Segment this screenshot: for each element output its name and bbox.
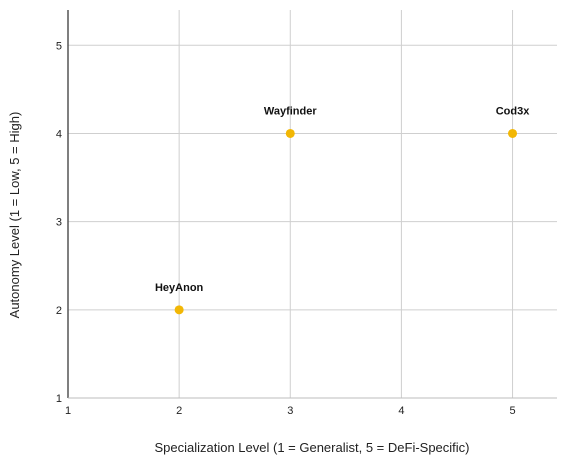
data-points: HeyAnon Wayfinder Cod3x: [155, 105, 531, 315]
y-tick-label: 2: [56, 305, 62, 317]
x-tick-label: 5: [509, 405, 515, 417]
y-tick-label: 3: [56, 217, 62, 229]
y-tick-label: 4: [56, 128, 62, 140]
y-tick-label: 5: [56, 40, 62, 52]
data-point-label: HeyAnon: [155, 282, 204, 294]
y-tick-label: 1: [56, 393, 62, 405]
data-point-label: Cod3x: [496, 105, 531, 117]
y-axis-title: Autonomy Level (1 = Low, 5 = High): [7, 112, 22, 319]
x-tick-labels: 1 2 3 4 5: [65, 405, 516, 417]
data-point-marker: [285, 128, 295, 138]
data-point-marker: [508, 128, 518, 138]
x-tick-label: 3: [287, 405, 293, 417]
x-tick-label: 1: [65, 405, 71, 417]
x-tick-label: 2: [176, 405, 182, 417]
x-axis-title: Specialization Level (1 = Generalist, 5 …: [154, 440, 469, 455]
data-point-label: Wayfinder: [264, 105, 317, 117]
y-tick-labels: 1 2 3 4 5: [56, 40, 62, 405]
grid-lines: [68, 10, 557, 398]
data-point-marker: [174, 305, 184, 315]
x-tick-label: 4: [398, 405, 404, 417]
